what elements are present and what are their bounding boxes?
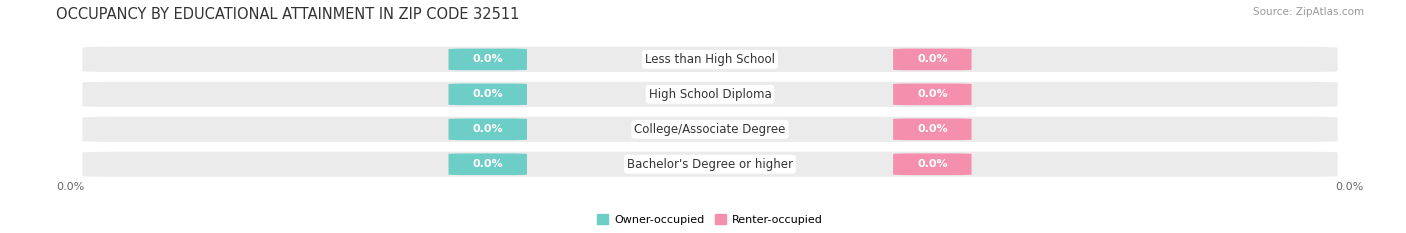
- Text: OCCUPANCY BY EDUCATIONAL ATTAINMENT IN ZIP CODE 32511: OCCUPANCY BY EDUCATIONAL ATTAINMENT IN Z…: [56, 7, 520, 22]
- Text: High School Diploma: High School Diploma: [648, 88, 772, 101]
- Text: College/Associate Degree: College/Associate Degree: [634, 123, 786, 136]
- Text: 0.0%: 0.0%: [1336, 182, 1364, 192]
- FancyBboxPatch shape: [449, 154, 527, 175]
- Legend: Owner-occupied, Renter-occupied: Owner-occupied, Renter-occupied: [593, 210, 827, 229]
- FancyBboxPatch shape: [83, 152, 1337, 177]
- Text: 0.0%: 0.0%: [917, 124, 948, 134]
- Text: Bachelor's Degree or higher: Bachelor's Degree or higher: [627, 158, 793, 171]
- Text: 0.0%: 0.0%: [472, 159, 503, 169]
- FancyBboxPatch shape: [893, 154, 972, 175]
- FancyBboxPatch shape: [83, 47, 1337, 72]
- Text: Less than High School: Less than High School: [645, 53, 775, 66]
- Text: 0.0%: 0.0%: [472, 124, 503, 134]
- Text: 0.0%: 0.0%: [917, 55, 948, 64]
- FancyBboxPatch shape: [449, 49, 527, 70]
- FancyBboxPatch shape: [83, 117, 1337, 142]
- FancyBboxPatch shape: [449, 84, 527, 105]
- Text: 0.0%: 0.0%: [917, 159, 948, 169]
- FancyBboxPatch shape: [893, 84, 972, 105]
- Text: 0.0%: 0.0%: [472, 89, 503, 99]
- FancyBboxPatch shape: [893, 118, 972, 140]
- Text: 0.0%: 0.0%: [472, 55, 503, 64]
- Text: Source: ZipAtlas.com: Source: ZipAtlas.com: [1253, 7, 1364, 17]
- FancyBboxPatch shape: [449, 118, 527, 140]
- Text: 0.0%: 0.0%: [917, 89, 948, 99]
- Text: 0.0%: 0.0%: [56, 182, 84, 192]
- FancyBboxPatch shape: [893, 49, 972, 70]
- FancyBboxPatch shape: [83, 82, 1337, 107]
